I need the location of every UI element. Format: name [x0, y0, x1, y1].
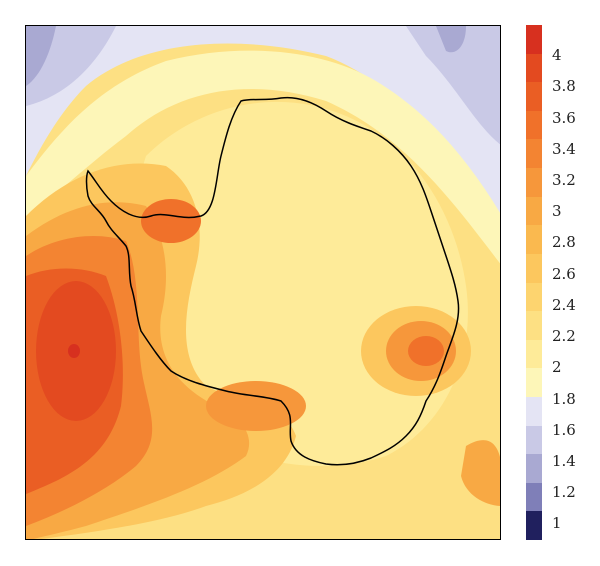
colorbar-step	[526, 168, 542, 198]
field-pale-band	[26, 50, 500, 264]
field-southeast-warm	[461, 440, 500, 506]
colorbar-step	[526, 196, 542, 226]
colorbar-step	[526, 454, 542, 484]
colorbar-tick-label: 2.8	[552, 233, 576, 252]
map-panel	[25, 25, 501, 540]
colorbar-tick-label: 1.6	[552, 420, 576, 439]
colorbar-step	[526, 311, 542, 341]
colorbar-tick-label: 1.2	[552, 483, 576, 502]
field-west-max	[68, 344, 80, 358]
colorbar-step	[526, 425, 542, 455]
colorbar-tick-label: 4	[552, 46, 562, 65]
antarctica-coastline	[85, 96, 460, 466]
field-lowest-corner	[26, 26, 56, 86]
colorbar-tick-label: 2.2	[552, 327, 576, 346]
colorbar-step	[526, 396, 542, 426]
colorbar-step	[526, 339, 542, 369]
colorbar-step	[526, 368, 542, 398]
colorbar-step	[526, 82, 542, 112]
colorbar-tick-label: 1	[552, 514, 562, 533]
colorbar-tick-label: 1.8	[552, 389, 576, 408]
colorbar-tick-label: 2.6	[552, 264, 576, 283]
colorbar-tick-label: 3.4	[552, 139, 576, 158]
colorbar-tick-label: 2	[552, 358, 562, 377]
field-low-top	[26, 26, 500, 214]
colorbar-tick-label: 1.4	[552, 451, 576, 470]
colorbar-step	[526, 282, 542, 312]
colorbar-step	[526, 110, 542, 140]
field-south-warm	[206, 381, 306, 431]
colorbar-step	[526, 139, 542, 169]
field-lowest-corner-right	[436, 26, 466, 53]
colorbar-step	[526, 482, 542, 512]
colorbar-tick-label: 3	[552, 202, 562, 221]
colorbar-step	[526, 53, 542, 83]
colorbar-tick-label: 2.4	[552, 295, 576, 314]
colorbar-tick-label: 3.2	[552, 171, 576, 190]
colorbar-tick-label: 3.8	[552, 77, 576, 96]
field-peninsula-warm	[141, 199, 201, 243]
colorbar-step	[526, 25, 542, 54]
colorbar-step	[526, 511, 542, 541]
map-field	[26, 26, 500, 539]
colorbar-step	[526, 253, 542, 283]
field-low-corner-right	[406, 26, 500, 145]
colorbar-tick-label: 3.6	[552, 108, 576, 127]
colorbar	[526, 25, 542, 541]
field-east-warm-3	[408, 336, 444, 366]
colorbar-step	[526, 225, 542, 255]
